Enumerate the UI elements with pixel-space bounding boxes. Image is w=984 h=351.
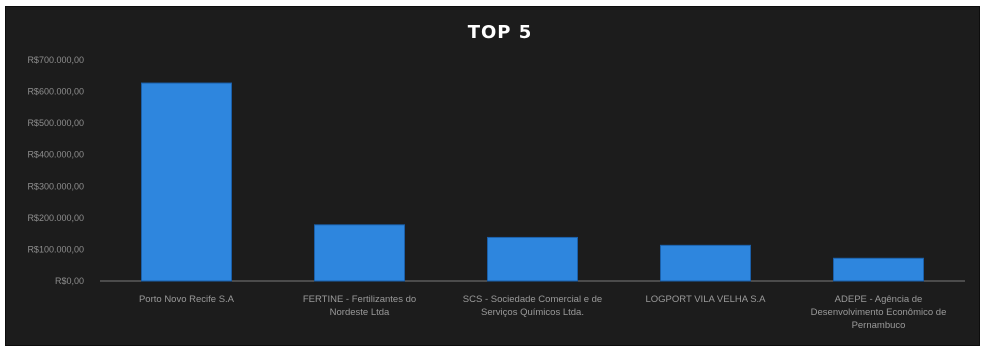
x-category-label: SCS - Sociedade Comercial e de Serviços Q… (463, 294, 602, 318)
y-tick-label: R$0,00 (55, 276, 84, 286)
x-category-label-line: SCS - Sociedade Comercial e de (463, 294, 602, 305)
x-category-label-line: Desenvolvimento Econômico de (811, 307, 947, 318)
x-category-label: LOGPORT VILA VELHA S.A (645, 294, 766, 305)
x-category-label-line: Pernambuco (852, 320, 906, 331)
x-category-label-line: Nordeste Ltda (330, 307, 390, 318)
y-tick-label: R$300.000,00 (27, 181, 84, 191)
x-category-label-line: Serviços Químicos Ltda. (481, 307, 584, 318)
bar (487, 236, 578, 282)
x-category-label: Porto Novo Recife S.A (139, 294, 235, 305)
x-category-label-line: LOGPORT VILA VELHA S.A (645, 294, 766, 305)
x-category-label: FERTINE - Fertilizantes do Nordeste Ltda (303, 294, 416, 318)
y-tick-label: R$100.000,00 (27, 244, 84, 254)
bar (833, 257, 924, 282)
y-tick-label: R$200.000,00 (27, 213, 84, 223)
bar (660, 244, 751, 282)
y-tick-label: R$700.000,00 (27, 55, 84, 65)
y-tick-label: R$600.000,00 (27, 87, 84, 97)
bar (141, 82, 232, 282)
bars (141, 82, 924, 282)
x-category-label-line: FERTINE - Fertilizantes do (303, 294, 416, 305)
x-category-label-line: ADEPE - Agência de (835, 294, 923, 305)
chart-title: TOP 5 (468, 22, 533, 43)
y-axis: R$0,00 R$100.000,00 R$200.000,00 R$300.000,… (27, 55, 84, 286)
y-tick-label: R$500.000,00 (27, 118, 84, 128)
y-tick-label: R$400.000,00 (27, 150, 84, 160)
x-axis-labels: Porto Novo Recife S.A FERTINE - Fertiliza… (139, 294, 946, 331)
x-category-label-line: Porto Novo Recife S.A (139, 294, 235, 305)
x-category-label: ADEPE - Agência de Desenvolvimento Econôm… (811, 294, 947, 331)
bar (314, 224, 405, 282)
